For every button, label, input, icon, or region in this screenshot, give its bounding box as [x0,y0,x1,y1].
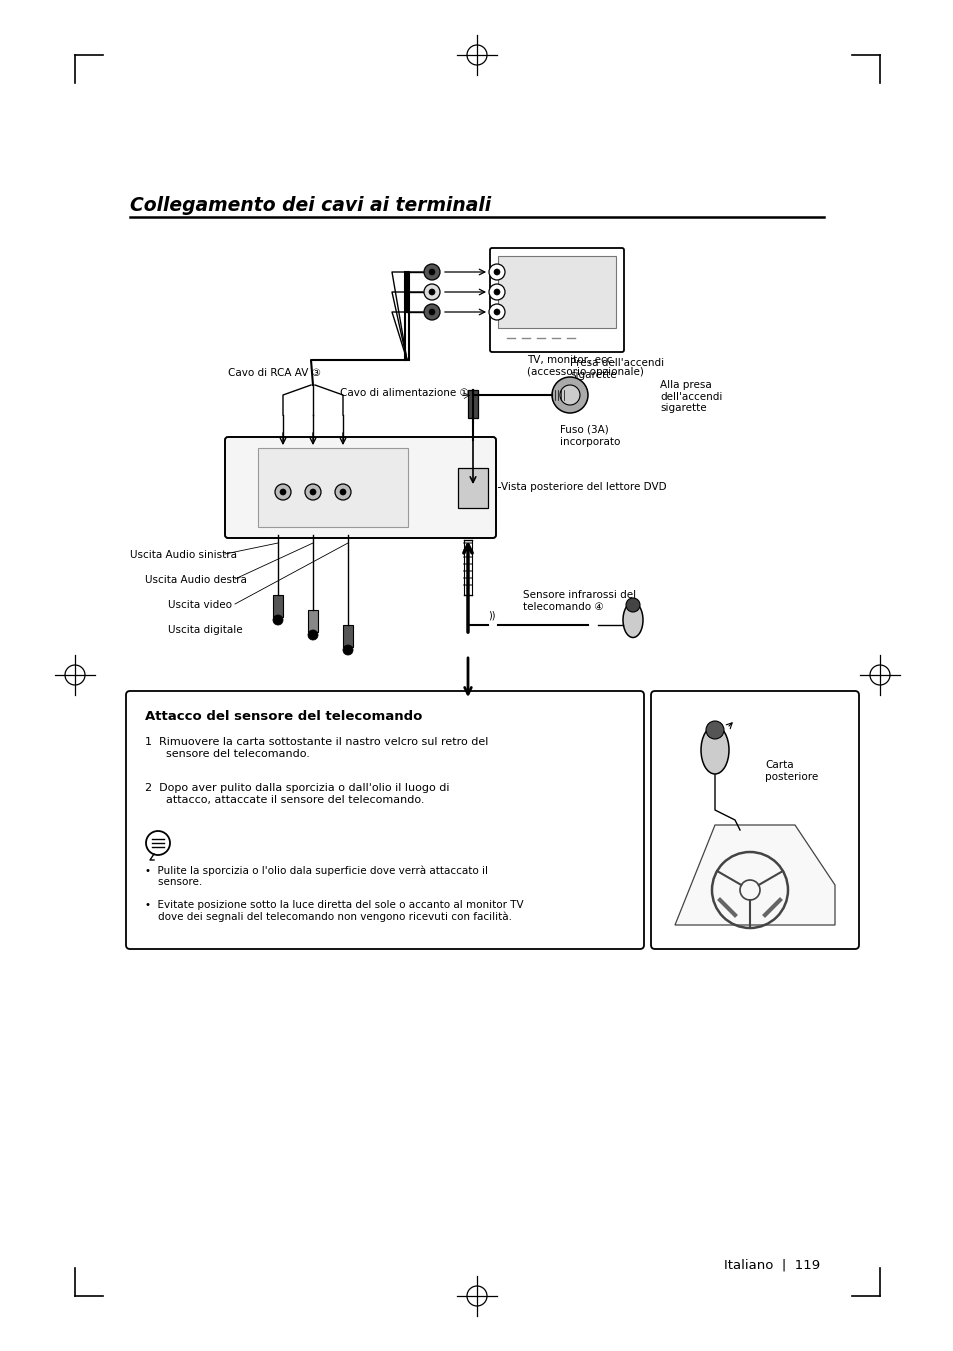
Circle shape [559,385,579,405]
Text: Vista posteriore del lettore DVD: Vista posteriore del lettore DVD [500,482,666,492]
Bar [457,467,488,508]
Circle shape [489,263,504,280]
Circle shape [489,304,504,320]
Circle shape [280,489,286,494]
Ellipse shape [622,603,642,638]
Circle shape [423,263,439,280]
Text: TV, monitor, ecc.
(accessorio opzionale): TV, monitor, ecc. (accessorio opzionale) [526,355,643,377]
Polygon shape [675,825,834,925]
Circle shape [310,489,315,494]
Text: •  Evitate posizione sotto la luce diretta del sole o accanto al monitor TV
    : • Evitate posizione sotto la luce dirett… [145,900,523,923]
Circle shape [423,304,439,320]
Ellipse shape [700,725,728,774]
Circle shape [489,284,504,300]
Text: Uscita video: Uscita video [168,600,232,611]
Text: 1  Rimuovere la carta sottostante il nastro velcro sul retro del
      sensore d: 1 Rimuovere la carta sottostante il nast… [145,738,488,759]
Circle shape [343,644,353,655]
Bar [468,390,477,417]
Circle shape [429,269,435,276]
Circle shape [494,269,499,276]
Bar [343,626,353,647]
Text: 2  Dopo aver pulito dalla sporcizia o dall'olio il luogo di
      attacco, attac: 2 Dopo aver pulito dalla sporcizia o dal… [145,784,449,805]
Text: Fuso (3A)
incorporato: Fuso (3A) incorporato [559,426,619,447]
Bar [497,255,616,328]
Text: •  Pulite la sporcizia o l'olio dala superficie dove verrà attaccato il
    sens: • Pulite la sporcizia o l'olio dala supe… [145,865,488,888]
FancyBboxPatch shape [126,690,643,948]
Text: Uscita Audio sinistra: Uscita Audio sinistra [130,550,236,561]
Circle shape [552,377,587,413]
Text: Uscita Audio destra: Uscita Audio destra [145,576,247,585]
FancyBboxPatch shape [225,436,496,538]
FancyBboxPatch shape [490,249,623,353]
Circle shape [429,309,435,315]
Text: Carta
posteriore: Carta posteriore [764,761,818,782]
Circle shape [625,598,639,612]
Bar [257,449,408,527]
Text: Sensore infrarossi del
telecomando ④: Sensore infrarossi del telecomando ④ [522,590,636,612]
FancyBboxPatch shape [650,690,858,948]
Text: Collegamento dei cavi ai terminali: Collegamento dei cavi ai terminali [130,196,491,215]
Text: Cavo di RCA AV ③: Cavo di RCA AV ③ [228,367,320,378]
Text: Italiano  |  119: Italiano | 119 [723,1259,820,1271]
Circle shape [335,484,351,500]
Circle shape [274,484,291,500]
Text: Attacco del sensore del telecomando: Attacco del sensore del telecomando [145,711,422,723]
Circle shape [705,721,723,739]
Text: )): )) [488,611,495,620]
Circle shape [305,484,320,500]
Circle shape [308,630,317,640]
Text: Uscita digitale: Uscita digitale [168,626,242,635]
Bar [308,611,317,632]
Circle shape [494,309,499,315]
Text: Alla presa
dell'accendi
sigarette: Alla presa dell'accendi sigarette [659,380,721,413]
Circle shape [494,289,499,295]
Circle shape [429,289,435,295]
Circle shape [273,615,283,626]
Text: Presa dell'accendi
sigarette: Presa dell'accendi sigarette [569,358,663,380]
Text: Cavo di alimentazione ①: Cavo di alimentazione ① [339,388,468,399]
Circle shape [423,284,439,300]
Circle shape [339,489,346,494]
Bar [273,594,283,617]
